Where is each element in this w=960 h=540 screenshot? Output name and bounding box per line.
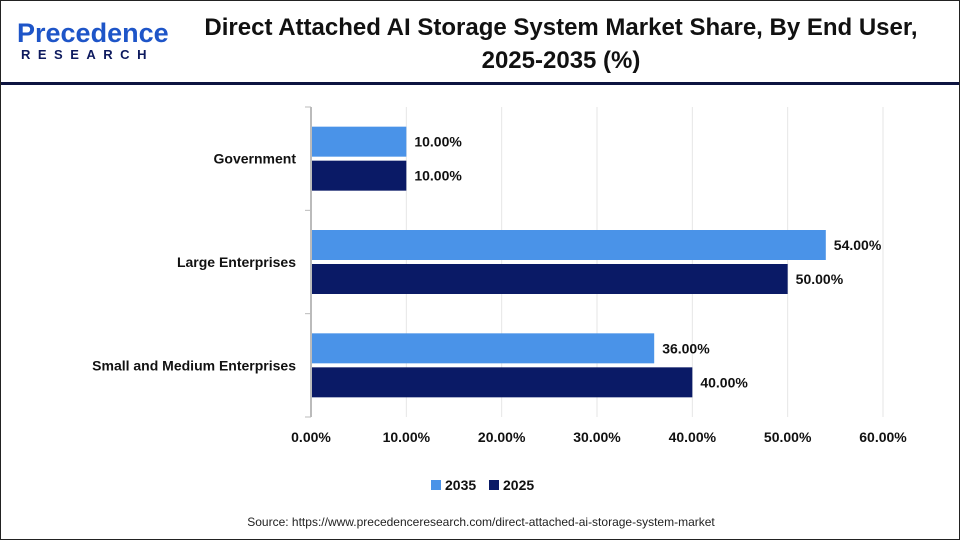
data-label: 10.00%	[414, 134, 462, 150]
bar-2025	[312, 367, 693, 398]
legend-label: 2035	[445, 477, 476, 493]
data-label: 36.00%	[662, 340, 710, 356]
logo-text: recedence	[35, 18, 169, 48]
data-label: 10.00%	[414, 168, 462, 184]
legend-label: 2025	[503, 477, 534, 493]
precedence-research-logo: Precedence RESEARCH	[17, 18, 169, 67]
header-divider	[1, 82, 959, 85]
x-tick-label: 30.00%	[573, 429, 621, 445]
category-label: Government	[214, 151, 297, 167]
category-label: Small and Medium Enterprises	[92, 357, 296, 373]
bar-2035	[312, 126, 407, 157]
data-label: 54.00%	[834, 237, 882, 253]
data-label: 40.00%	[700, 374, 748, 390]
bar-2025	[312, 264, 788, 294]
chart-title: Direct Attached AI Storage System Market…	[204, 14, 918, 74]
x-tick-label: 60.00%	[859, 429, 907, 445]
source-note: Source: https://www.precedenceresearch.c…	[247, 515, 715, 529]
x-tick-label: 10.00%	[383, 429, 431, 445]
x-tick-label: 20.00%	[478, 429, 526, 445]
x-tick-label: 50.00%	[764, 429, 812, 445]
bar-2035	[312, 333, 655, 364]
bar-2035	[312, 230, 826, 260]
logo-text: P	[17, 18, 36, 48]
category-label: Large Enterprises	[177, 254, 296, 270]
logo-subtext: RESEARCH	[21, 47, 154, 62]
legend-swatch-2035	[431, 480, 441, 490]
data-label: 50.00%	[796, 271, 844, 287]
legend-swatch-2025	[489, 480, 499, 490]
bar-2025	[312, 160, 407, 191]
x-tick-label: 40.00%	[669, 429, 717, 445]
x-tick-label: 0.00%	[291, 429, 331, 445]
